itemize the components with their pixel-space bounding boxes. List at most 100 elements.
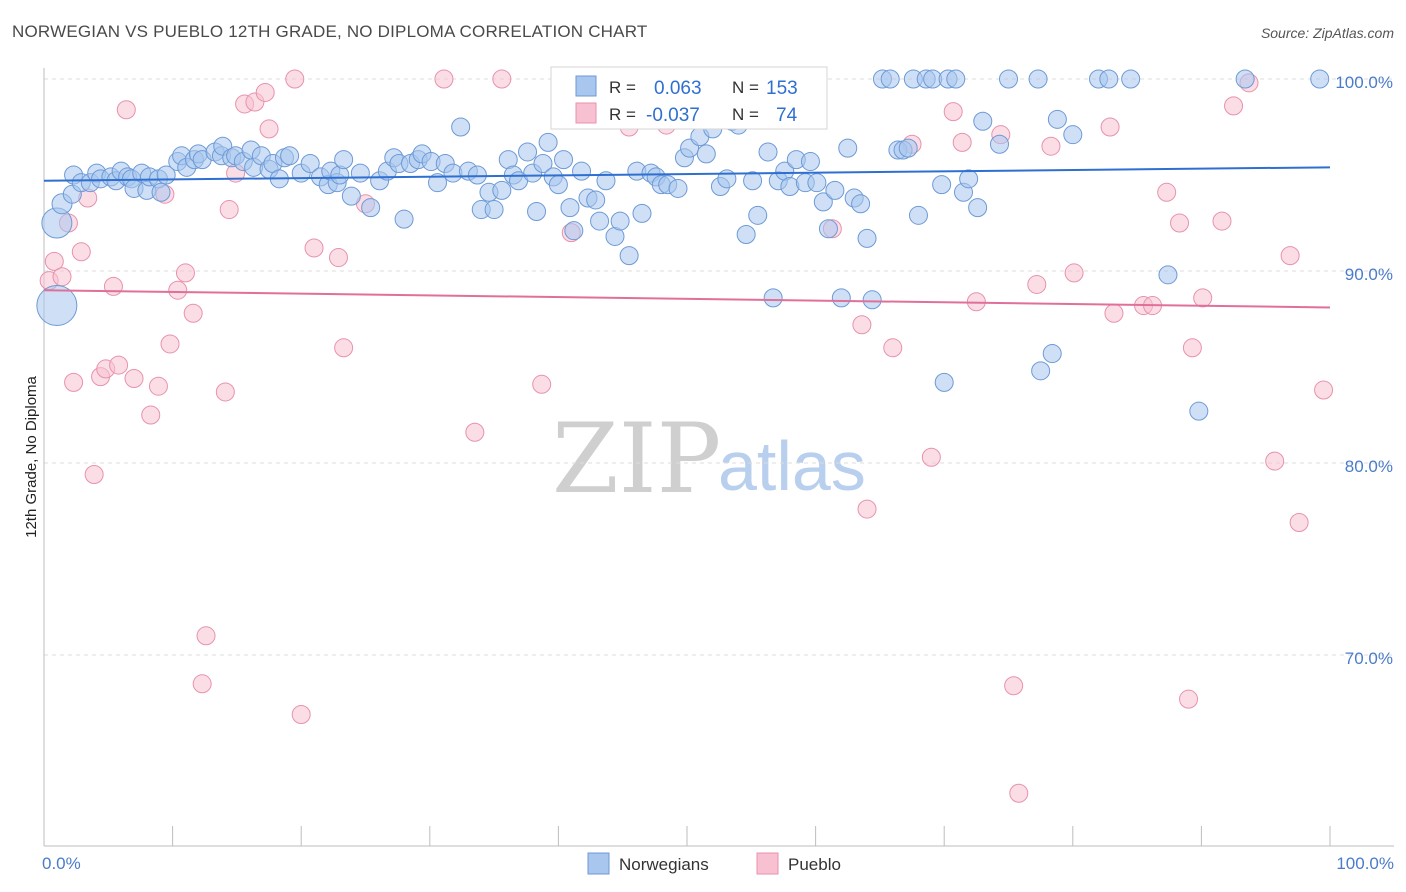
norwegian-point — [932, 175, 952, 195]
pueblo-point — [952, 132, 972, 152]
pueblo-point — [183, 303, 203, 323]
legend-swatch-norwegian — [575, 75, 597, 97]
norwegian-point — [946, 69, 966, 89]
norwegian-point — [813, 192, 833, 212]
pueblo-point — [943, 102, 963, 122]
norwegian-point — [800, 152, 820, 172]
norwegian-point — [1158, 265, 1178, 285]
norwegian-trend-line — [43, 166, 1331, 182]
pueblo-point — [168, 280, 188, 300]
pueblo-point — [465, 422, 485, 442]
bottom-legend-label-norwegians[interactable]: Norwegians — [619, 855, 709, 874]
pueblo-point — [1004, 676, 1024, 696]
norwegian-point — [300, 153, 320, 173]
pueblo-point — [84, 465, 104, 485]
source-credit: Source: ZipAtlas.com — [1260, 25, 1394, 41]
bottom-legend-swatch-pueblo[interactable] — [756, 852, 779, 875]
legend-r-value-norwegian: 0.063 — [654, 78, 702, 99]
y-tick-labels: 70.0% 80.0% 90.0% 100.0% — [1335, 73, 1393, 668]
y-axis-title: 12th Grade, No Diploma — [23, 375, 40, 537]
x-tick-label-max: 100.0% — [1336, 854, 1394, 873]
norwegian-point — [632, 203, 652, 223]
norwegian-point — [825, 180, 845, 200]
norwegian-point — [1099, 69, 1119, 89]
pueblo-point — [1064, 263, 1084, 283]
pueblo-point — [103, 276, 123, 296]
pueblo-point — [219, 200, 239, 220]
norwegian-point — [492, 180, 512, 200]
pueblo-point — [148, 376, 168, 396]
watermark-atlas: atlas — [718, 427, 866, 505]
pueblo-point — [532, 374, 552, 394]
norwegian-point — [748, 205, 768, 225]
norwegian-point — [959, 169, 979, 189]
legend-n-label-norwegian: N = — [732, 78, 759, 97]
legend-swatch-pueblo — [575, 102, 597, 124]
pueblo-point — [1027, 274, 1047, 294]
norwegian-point — [341, 186, 361, 206]
pueblo-point — [44, 251, 64, 271]
pueblo-point — [160, 334, 180, 354]
pueblo-point — [1280, 246, 1300, 266]
y-tick-label: 90.0% — [1345, 265, 1393, 284]
pueblo-point — [434, 69, 454, 89]
norwegian-point — [1121, 69, 1141, 89]
pueblo-point — [175, 263, 195, 283]
norwegian-point — [554, 150, 574, 170]
norwegian-point — [1063, 125, 1083, 145]
norwegian-point — [451, 117, 471, 137]
norwegian-point — [586, 190, 606, 210]
bottom-legend-swatch-norwegians[interactable] — [587, 852, 610, 875]
norwegian-point — [831, 288, 851, 308]
norwegian-point — [560, 198, 580, 218]
pueblo-point — [304, 238, 324, 258]
norwegian-point — [862, 290, 882, 310]
norwegian-point — [934, 372, 954, 392]
pueblo-point — [1179, 689, 1199, 709]
norwegian-point — [743, 171, 763, 191]
legend-n-value-pueblo: 74 — [776, 105, 798, 126]
norwegian-point — [1047, 109, 1067, 129]
legend-r-label-pueblo: R = — [609, 105, 636, 124]
stats-legend-box — [550, 66, 828, 130]
pueblo-point — [1104, 303, 1124, 323]
norwegian-point — [394, 209, 414, 229]
norwegian-point — [736, 225, 756, 245]
pueblo-point — [285, 69, 305, 89]
pueblo-point — [1314, 380, 1334, 400]
norwegian-point — [590, 211, 610, 231]
pueblo-point — [852, 315, 872, 335]
norwegian-point — [973, 111, 993, 131]
norwegian-point — [763, 288, 783, 308]
norwegian-point — [564, 221, 584, 241]
pueblo-point — [71, 242, 91, 262]
bottom-legend-label-pueblo[interactable]: Pueblo — [788, 855, 841, 874]
legend-n-label-pueblo: N = — [732, 105, 759, 124]
pueblo-point — [1212, 211, 1232, 231]
pueblo-point — [291, 705, 311, 725]
pueblo-point — [259, 119, 279, 139]
pueblo-point — [1170, 213, 1190, 233]
series-legend: Norwegians Pueblo — [587, 852, 841, 875]
pueblo-point — [196, 626, 216, 646]
pueblo-point — [334, 338, 354, 358]
norwegian-point — [518, 142, 538, 162]
watermark-zip: ZIP — [552, 403, 721, 515]
norwegian-point — [989, 134, 1009, 154]
norwegian-point — [668, 178, 688, 198]
pueblo-point — [192, 674, 212, 694]
norwegian-point — [968, 198, 988, 218]
pueblo-point — [1182, 338, 1202, 358]
pueblo-point — [1100, 117, 1120, 137]
pueblo-point — [255, 82, 275, 102]
pueblo-point — [215, 382, 235, 402]
y-tick-label: 70.0% — [1345, 649, 1393, 668]
axis-layer — [43, 68, 1394, 847]
norwegian-point — [350, 163, 370, 183]
legend-r-value-pueblo: -0.037 — [646, 105, 700, 126]
norwegian-point — [1310, 69, 1330, 89]
norwegian-point — [533, 153, 553, 173]
norwegian-point — [1189, 401, 1209, 421]
norwegian-point — [334, 150, 354, 170]
norwegian-point — [851, 194, 871, 214]
